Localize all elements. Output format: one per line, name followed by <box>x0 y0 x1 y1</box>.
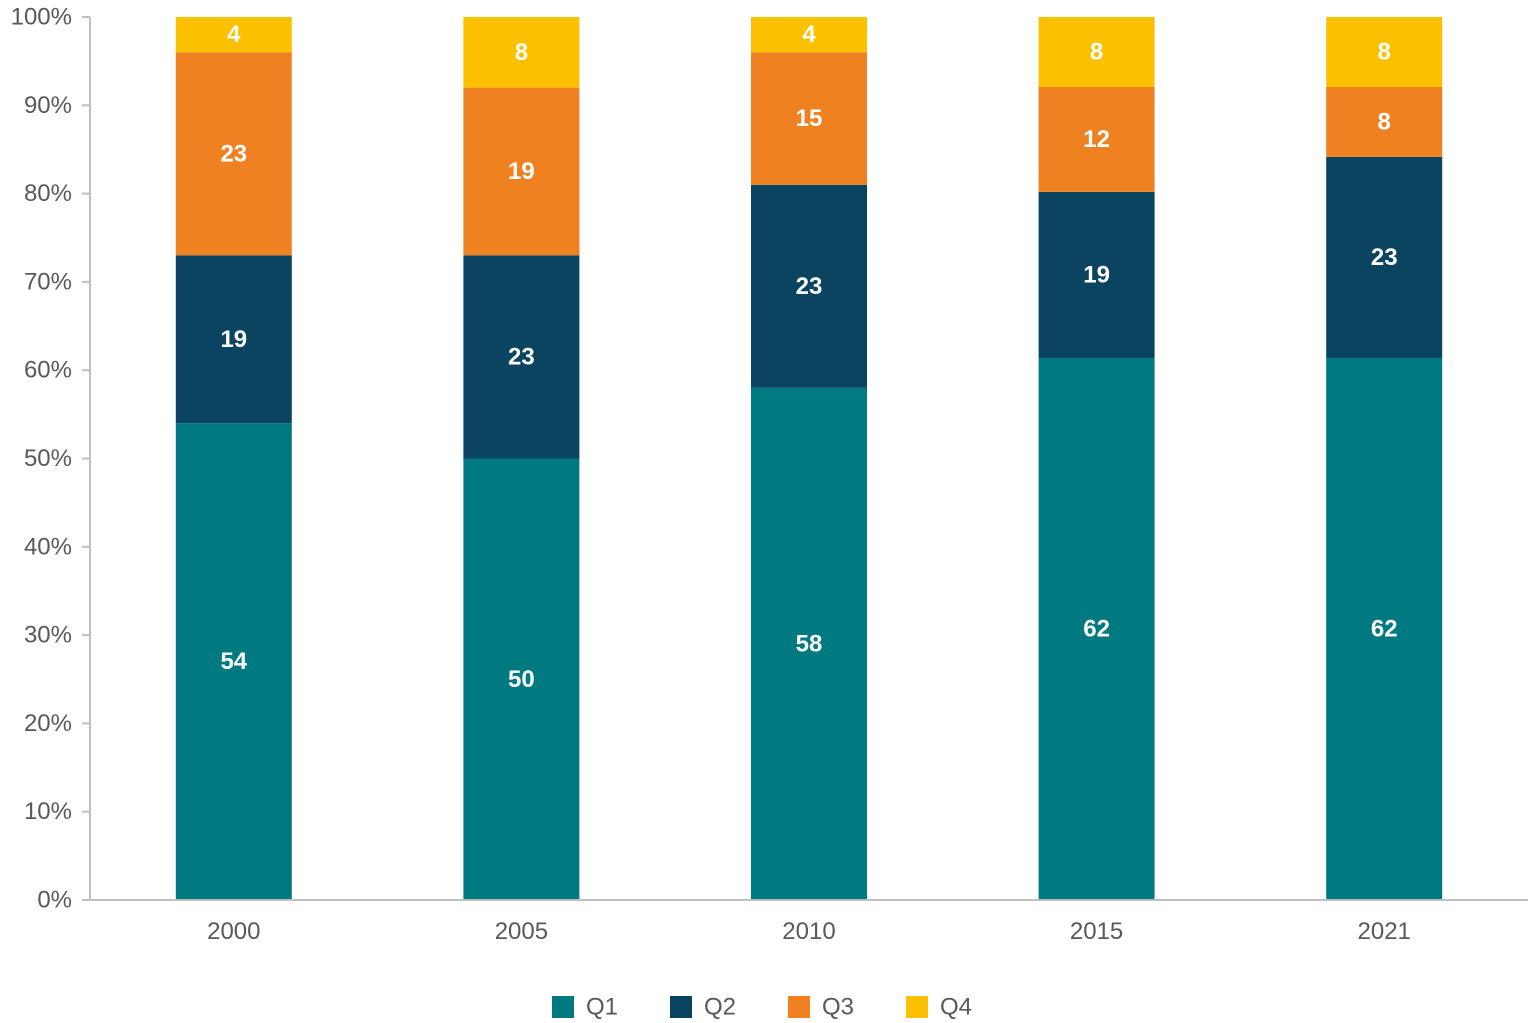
legend-label-q2: Q2 <box>704 994 736 1021</box>
y-tick-label: 0% <box>37 887 72 914</box>
legend: Q1 Q2 Q3 Q4 <box>552 994 972 1021</box>
bar-segment-q4-2010 <box>751 17 867 53</box>
x-tick-label: 2021 <box>1358 918 1411 945</box>
bar-segment-q2-2015 <box>1038 191 1155 358</box>
data-label-q3-2021: 8 <box>1378 108 1391 135</box>
y-tick-label: 100% <box>11 4 72 31</box>
bar-segment-q3-2010 <box>751 52 867 185</box>
x-tick-label: 2005 <box>495 918 548 945</box>
data-label-q3-2010: 15 <box>796 105 823 132</box>
legend-swatch-q4 <box>906 996 928 1018</box>
bar-segment-q1-2005 <box>463 458 580 900</box>
legend-swatch-q2 <box>670 996 692 1018</box>
data-label-q2-2021: 23 <box>1371 244 1398 271</box>
bar-segment-q2-2000 <box>175 255 292 424</box>
bars-layer <box>175 17 1443 900</box>
bar-segment-q1-2000 <box>175 423 292 900</box>
y-tick-label: 40% <box>24 533 72 560</box>
bar-segment-q3-2000 <box>175 52 292 256</box>
bar-segment-q2-2010 <box>751 184 867 388</box>
bar-segment-q1-2015 <box>1038 357 1155 900</box>
legend-label-q3: Q3 <box>822 994 854 1021</box>
bar-segment-q3-2015 <box>1038 86 1155 192</box>
bar-segment-q2-2021 <box>1326 156 1443 358</box>
data-label-q1-2021: 62 <box>1371 615 1398 642</box>
bar-segment-q4-2021 <box>1326 17 1443 87</box>
data-label-q1-2000: 54 <box>220 648 247 675</box>
y-tick-label: 30% <box>24 622 72 649</box>
y-tick-label: 80% <box>24 180 72 207</box>
data-label-q4-2010: 4 <box>802 21 816 48</box>
bar-segment-q2-2005 <box>463 255 580 459</box>
bar-segment-q3-2005 <box>463 87 580 256</box>
axes-layer: 2000 2005 2010 2015 2021 0% 10% 20% 30% 40% 50% 60%… <box>11 4 1528 945</box>
legend-swatch-q1 <box>552 996 574 1018</box>
bar-segment-q4-2000 <box>175 17 292 53</box>
data-label-q3-2005: 19 <box>508 158 535 185</box>
y-tick-label: 70% <box>24 268 72 295</box>
y-tick-label: 50% <box>24 445 72 472</box>
x-tick-label: 2000 <box>207 918 260 945</box>
bar-segment-q1-2021 <box>1326 357 1443 900</box>
x-tick-label: 2015 <box>1070 918 1123 945</box>
data-labels-layer: 54 19 23 4 50 23 19 8 58 23 15 4 62 19 12 8 62 23 8 8 <box>220 21 1397 693</box>
y-tick-label: 60% <box>24 357 72 384</box>
legend-swatch-q3 <box>788 996 810 1018</box>
data-label-q1-2005: 50 <box>508 666 535 693</box>
bar-segment-q1-2010 <box>751 387 867 900</box>
bar-segment-q3-2021 <box>1326 86 1443 157</box>
data-label-q2-2005: 23 <box>508 343 535 370</box>
data-label-q2-2010: 23 <box>796 273 823 300</box>
data-label-q1-2010: 58 <box>796 630 823 657</box>
legend-label-q4: Q4 <box>940 994 972 1021</box>
data-label-q4-2021: 8 <box>1378 38 1391 65</box>
bar-segment-q4-2005 <box>463 17 580 88</box>
data-label-q4-2000: 4 <box>227 21 241 48</box>
y-tick-label: 10% <box>24 798 72 825</box>
data-label-q4-2005: 8 <box>515 39 528 66</box>
bar-segment-q4-2015 <box>1038 17 1155 87</box>
data-label-q4-2015: 8 <box>1090 38 1103 65</box>
data-label-q1-2015: 62 <box>1083 615 1110 642</box>
data-label-q3-2000: 23 <box>220 140 247 167</box>
y-tick-label: 90% <box>24 92 72 119</box>
y-tick-label: 20% <box>24 710 72 737</box>
x-tick-label: 2010 <box>782 918 835 945</box>
legend-label-q1: Q1 <box>586 994 618 1021</box>
data-label-q2-2000: 19 <box>220 326 247 353</box>
data-label-q3-2015: 12 <box>1083 126 1110 153</box>
data-label-q2-2015: 19 <box>1083 261 1110 288</box>
